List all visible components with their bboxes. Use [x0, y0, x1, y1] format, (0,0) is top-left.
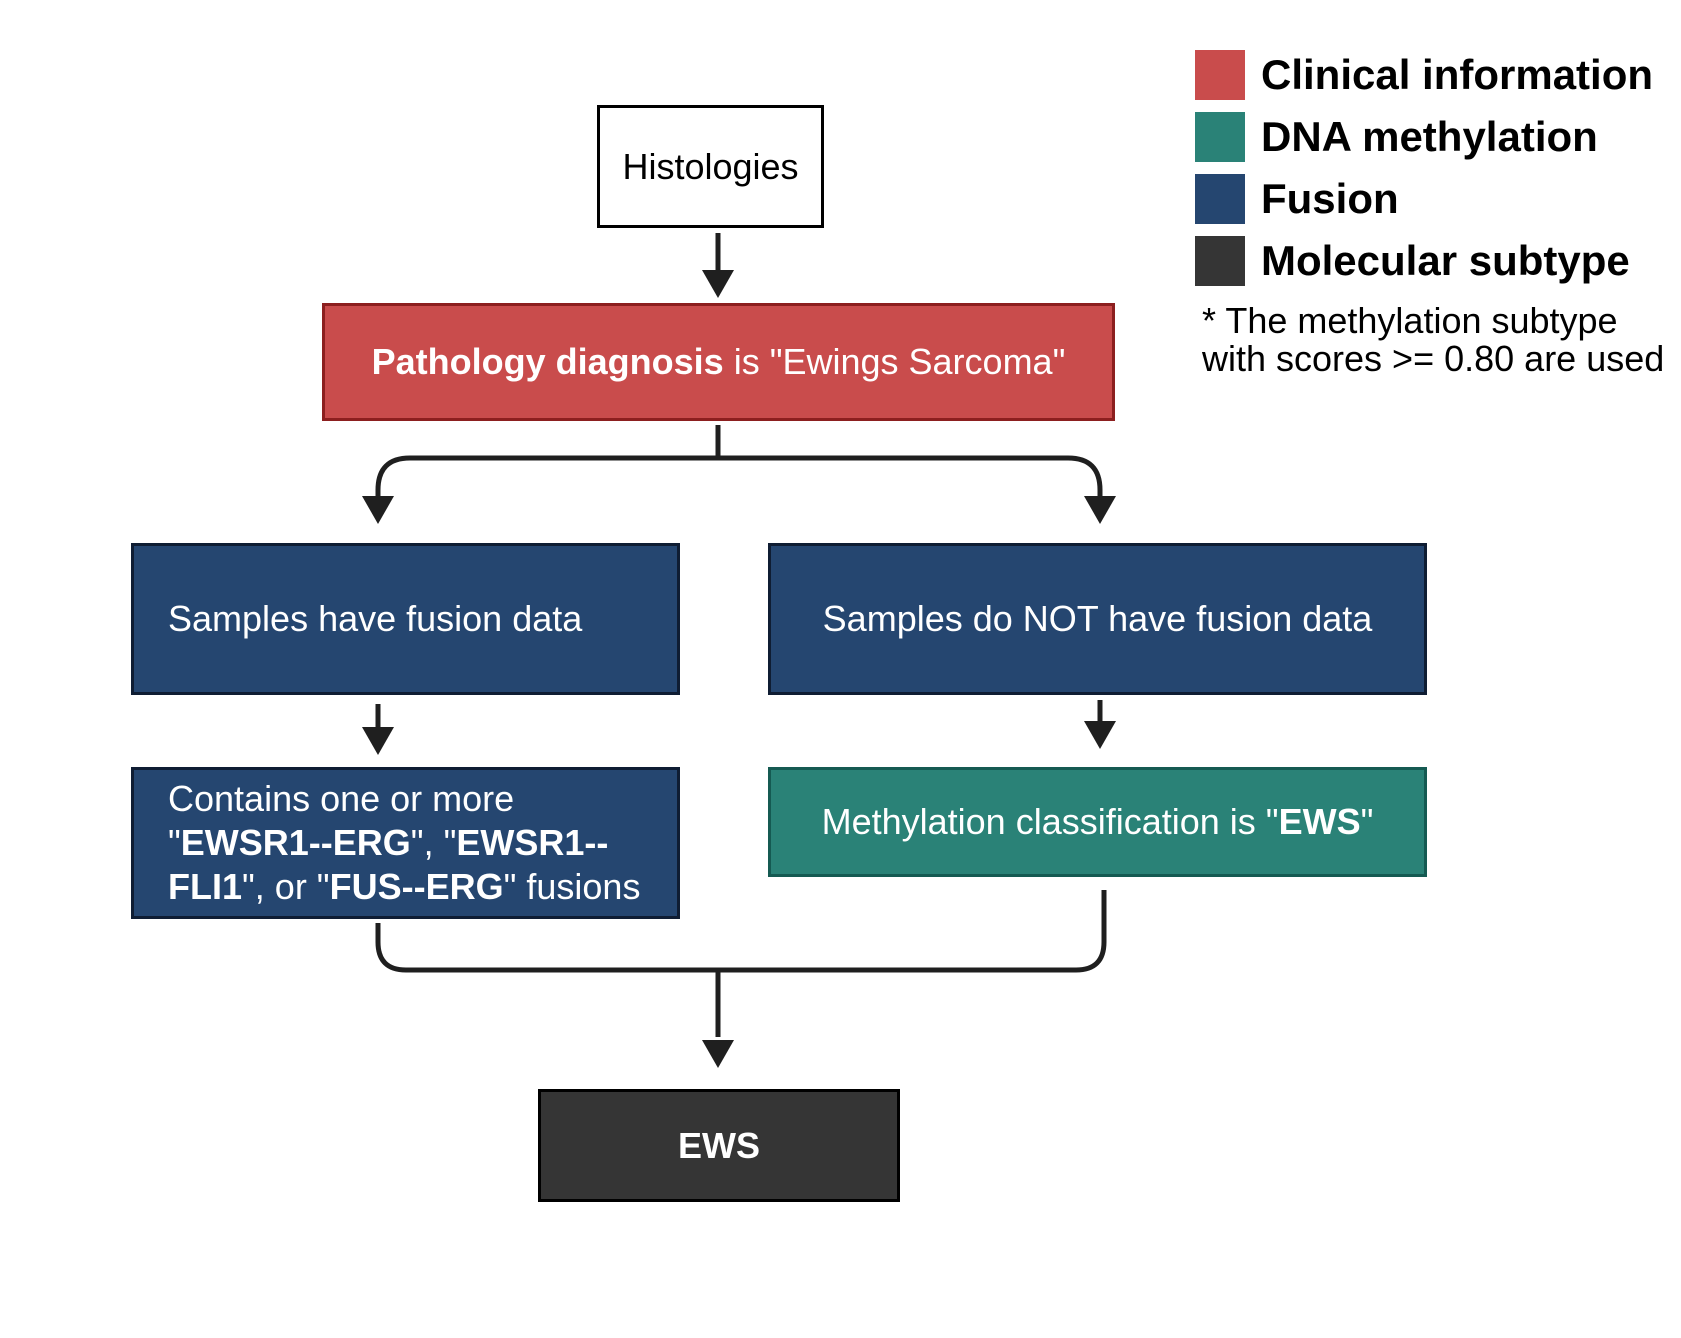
methylation-text: Methylation classification is ": [821, 801, 1279, 843]
methylation-node: Methylation classification is "EWS": [768, 767, 1427, 877]
ews-label: EWS: [677, 1124, 760, 1166]
histologies-label: Histologies: [622, 145, 799, 187]
has-fusion-node: Samples have fusion data: [131, 543, 680, 695]
legend-item-methylation: DNA methylation: [1195, 112, 1598, 162]
histologies-node: Histologies: [597, 105, 824, 228]
pathology-rest: is "Ewings Sarcoma": [723, 341, 1066, 383]
legend-item-clinical: Clinical information: [1195, 50, 1653, 100]
no-fusion-label: Samples do NOT have fusion data: [822, 598, 1373, 640]
arrowhead-to-pathology: [702, 270, 734, 298]
fusions-line-1: Contains one or more: [168, 778, 515, 819]
no-fusion-node: Samples do NOT have fusion data: [768, 543, 1427, 695]
arrowhead-to-methylation: [1084, 721, 1116, 749]
ews-node: EWS: [538, 1089, 900, 1202]
fusion-ewsr1-erg: EWSR1--ERG: [180, 822, 411, 863]
pathology-diagnosis-node: Pathology diagnosis is "Ewings Sarcoma": [322, 303, 1115, 421]
legend-label-methylation: DNA methylation: [1261, 113, 1598, 160]
pathology-bold: Pathology diagnosis: [371, 341, 724, 383]
fusion-ewsr1-fli1: EWSR1--FLI1: [168, 822, 609, 907]
arrowhead-to-fusions: [362, 727, 394, 755]
legend-item-fusion: Fusion: [1195, 174, 1399, 224]
fusions-separator-1: ", ": [410, 822, 457, 863]
note-line-2: with scores >= 0.80 are used: [1202, 338, 1665, 379]
note-line-1: * The methylation subtype: [1202, 300, 1618, 341]
fusions-quote: ": [168, 822, 181, 863]
fusions-text: Contains one or more "EWSR1--ERG", "EWSR…: [168, 777, 677, 909]
fusions-tail: " fusions: [503, 866, 641, 907]
pathology-label: Pathology diagnosis is "Ewings Sarcoma": [372, 340, 1066, 383]
fusions-line-2: "EWSR1--ERG", "EWSR1--FLI1", or "FUS--ER…: [168, 821, 677, 909]
arrowhead-to-no-fusion: [1084, 496, 1116, 524]
legend-label-fusion: Fusion: [1261, 175, 1399, 222]
legend-item-subtype: Molecular subtype: [1195, 236, 1630, 286]
has-fusion-label: Samples have fusion data: [168, 598, 583, 640]
arrowhead-to-has-fusion: [362, 496, 394, 524]
connector-merge: [375, 890, 1107, 1037]
fusions-separator-2: ", or ": [242, 866, 330, 907]
methylation-ews: EWS: [1278, 801, 1361, 843]
methylation-note: * The methylation subtype with scores >=…: [1202, 302, 1664, 378]
connector-pathology-split: [375, 425, 1103, 500]
legend-swatch-methylation: [1195, 112, 1245, 162]
legend-label-subtype: Molecular subtype: [1261, 237, 1630, 284]
methylation-close-quote: ": [1360, 801, 1374, 843]
legend-swatch-fusion: [1195, 174, 1245, 224]
legend-swatch-subtype: [1195, 236, 1245, 286]
arrowhead-to-ews: [702, 1040, 734, 1068]
methylation-label: Methylation classification is "EWS": [822, 800, 1374, 843]
legend-swatch-clinical: [1195, 50, 1245, 100]
fusion-fus-erg: FUS--ERG: [329, 866, 504, 907]
legend-label-clinical: Clinical information: [1261, 51, 1654, 98]
fusions-node: Contains one or more "EWSR1--ERG", "EWSR…: [131, 767, 680, 919]
